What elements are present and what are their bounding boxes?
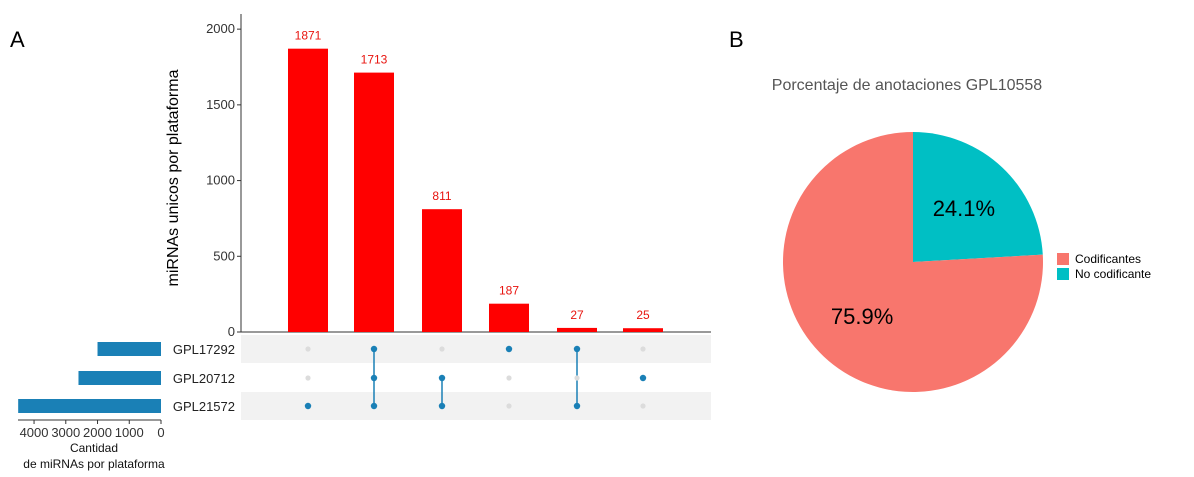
matrix-dot-inactive [305,375,311,381]
matrix-dot-active [370,374,378,382]
matrix-row-background [241,364,711,392]
set-size-bar [97,342,161,356]
set-size-tick-label: 0 [157,425,164,440]
intersection-bar-value-label: 1871 [295,29,322,43]
set-size-x-axis-title-line2: de miRNAs por plataforma [23,457,165,471]
legend-label: Codificantes [1075,252,1141,266]
bar-y-tick-label: 1500 [206,97,235,112]
intersection-bar-value-label: 811 [432,189,451,203]
legend-swatch [1057,268,1069,280]
intersection-matrix: GPL17292 GPL20712 GPL21572 [173,335,711,420]
set-name-label: GPL20712 [173,371,235,386]
intersection-bar [354,72,394,333]
legend-label: No codificante [1075,267,1151,281]
panel-b-label: B [729,27,744,52]
matrix-dot-active [573,402,581,410]
matrix-row-background [241,335,711,363]
matrix-dot-active [370,345,378,353]
legend-swatch [1057,253,1069,265]
set-size-tick-label: 4000 [20,425,49,440]
intersection-bar [489,303,529,332]
pie-chart: Porcentaje de anotaciones GPL10558 24.1%… [772,77,1151,393]
set-size-bar [18,399,161,413]
intersection-bar [422,209,462,332]
set-size-tick-label: 3000 [51,425,80,440]
matrix-dot-active [505,345,513,353]
intersection-bar [557,327,597,332]
matrix-dot-inactive [506,403,512,409]
bar-y-axis-title: miRNAs unicos por plataforma [165,69,182,286]
matrix-dot-active [438,402,446,410]
bar-y-tick-label: 500 [213,248,235,263]
matrix-dot-active [438,374,446,382]
pie-slice [782,132,1043,393]
pie-slice-label: 75.9% [831,304,893,329]
matrix-dot-inactive [305,346,311,352]
matrix-dot-active [304,402,312,410]
bar-y-tick-label: 0 [228,324,235,339]
pie-slice-label: 24.1% [933,196,995,221]
matrix-dot-active [573,345,581,353]
intersection-bar-value-label: 1713 [361,53,388,67]
matrix-dot-inactive [439,346,445,352]
pie-title: Porcentaje de anotaciones GPL10558 [772,77,1043,94]
matrix-dot-inactive [506,375,512,381]
set-size-bar [78,371,161,385]
matrix-dot-inactive [574,375,580,381]
intersection-bar-value-label: 25 [636,308,650,322]
matrix-dot-active [370,402,378,410]
set-size-x-axis-title-line1: Cantidad [70,441,118,455]
intersection-bar-chart: miRNAs unicos por plataforma 0 500 1000 150… [165,14,711,339]
matrix-dot-inactive [640,403,646,409]
bar-y-tick-label: 2000 [206,21,235,36]
matrix-dot-inactive [640,346,646,352]
set-name-label: GPL21572 [173,399,235,414]
set-size-chart: Cantidad de miRNAs por plataforma 4000 30… [18,342,165,471]
set-size-tick-label: 2000 [83,425,112,440]
bar-y-tick-label: 1000 [206,173,235,188]
matrix-dot-active [639,374,647,382]
intersection-bar [288,48,328,332]
pie-slice [913,132,1043,262]
set-name-label: GPL17292 [173,342,235,357]
intersection-bar-value-label: 187 [499,284,519,298]
intersection-bar [623,328,663,332]
matrix-row-background [241,392,711,420]
panel-a-label: A [10,27,25,52]
set-size-tick-label: 1000 [115,425,144,440]
intersection-bar-value-label: 27 [570,308,584,322]
